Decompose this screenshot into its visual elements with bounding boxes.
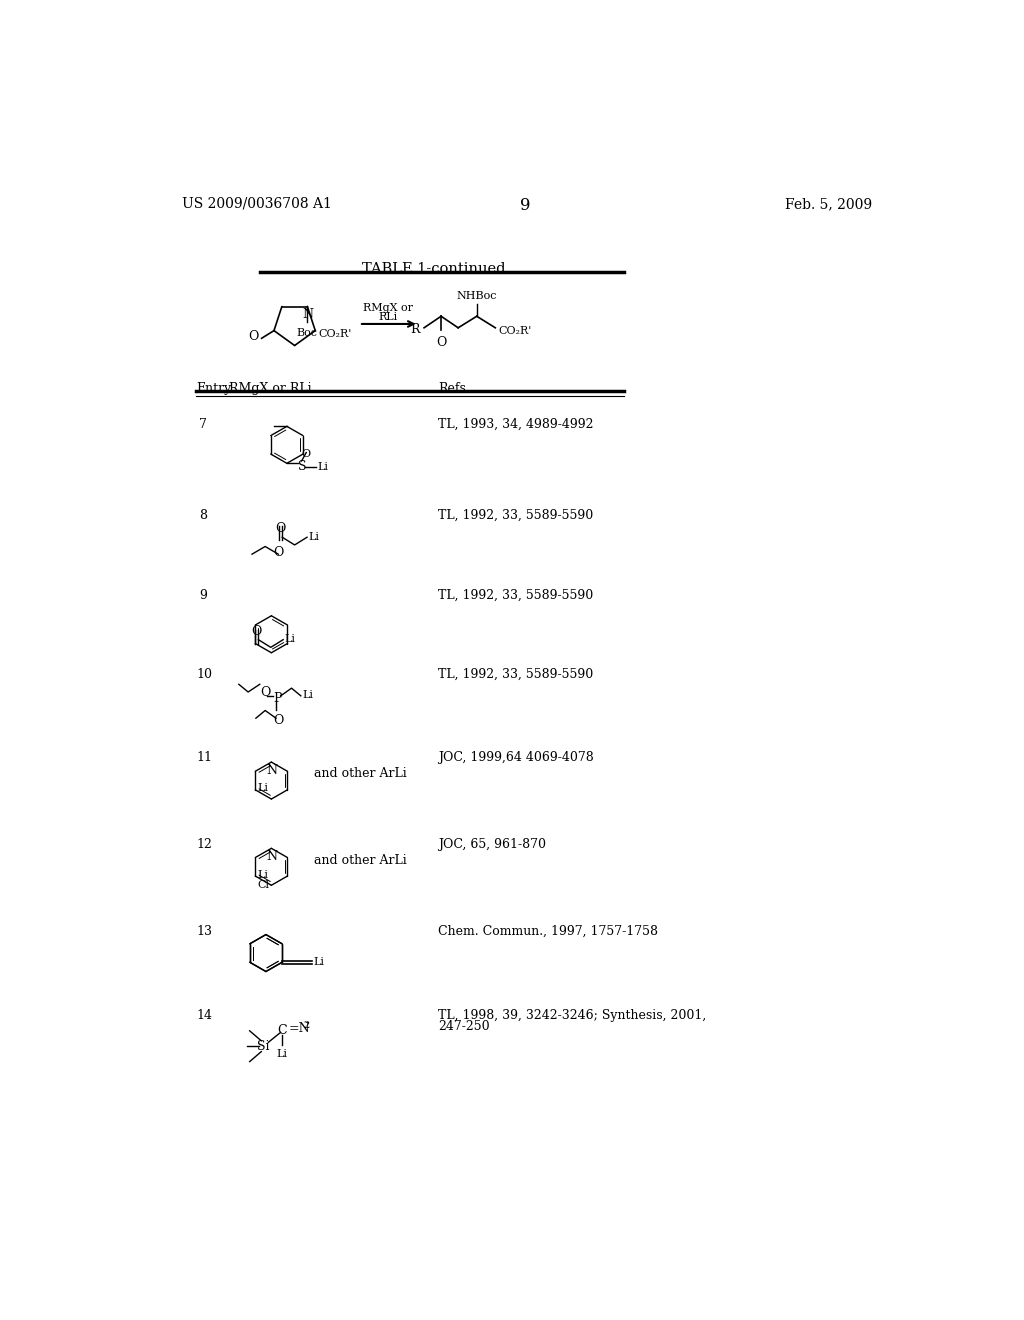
Text: O: O [273,546,284,560]
Text: and other ArLi: and other ArLi [314,767,407,780]
Text: JOC, 65, 961-870: JOC, 65, 961-870 [438,838,546,850]
Text: TL, 1992, 33, 5589-5590: TL, 1992, 33, 5589-5590 [438,589,593,602]
Text: Li: Li [258,783,268,793]
Text: Li: Li [302,690,313,700]
Text: TL, 1992, 33, 5589-5590: TL, 1992, 33, 5589-5590 [438,508,593,521]
Text: C: C [278,1024,287,1038]
Text: RMgX or: RMgX or [364,302,414,313]
Text: =N: =N [289,1023,310,1035]
Text: CO₂R': CO₂R' [318,329,351,339]
Text: CO₂R': CO₂R' [499,326,531,335]
Text: 7: 7 [200,418,207,430]
Text: Li: Li [258,870,268,879]
Text: Li: Li [275,1049,287,1059]
Text: N: N [266,763,276,776]
Text: Si: Si [257,1040,270,1053]
Text: Li: Li [313,957,324,968]
Text: 8: 8 [200,508,207,521]
Text: Chem. Commun., 1997, 1757-1758: Chem. Commun., 1997, 1757-1758 [438,924,658,937]
Text: 10: 10 [197,668,212,681]
Text: N: N [302,308,313,321]
Text: N: N [266,850,276,863]
Text: 12: 12 [197,838,212,850]
Text: 9: 9 [519,197,530,214]
Text: Cl: Cl [258,880,270,891]
Text: JOC, 1999,64 4069-4078: JOC, 1999,64 4069-4078 [438,751,594,763]
Text: O: O [275,521,286,535]
Text: Boc: Boc [297,329,317,338]
Text: Feb. 5, 2009: Feb. 5, 2009 [784,197,872,211]
Text: 14: 14 [197,1010,212,1022]
Text: P: P [273,693,283,705]
Text: NHBoc: NHBoc [457,290,497,301]
Text: O: O [301,449,310,459]
Text: Refs: Refs [438,381,466,395]
Text: RLi: RLi [379,312,398,322]
Text: and other ArLi: and other ArLi [314,854,407,867]
Text: O: O [436,337,446,350]
Text: US 2009/0036708 A1: US 2009/0036708 A1 [182,197,332,211]
Text: O: O [260,686,271,700]
Text: Li: Li [308,532,319,541]
Text: Li: Li [285,634,296,644]
Text: O: O [249,330,259,343]
Text: O: O [273,714,284,727]
Text: 11: 11 [197,751,212,763]
Text: TL, 1992, 33, 5589-5590: TL, 1992, 33, 5589-5590 [438,668,593,681]
Text: Li: Li [317,462,329,473]
Text: 247-250: 247-250 [438,1020,489,1034]
Text: TABLE 1-continued: TABLE 1-continued [362,263,506,276]
Text: R: R [410,323,420,335]
Text: S: S [298,459,306,473]
Text: 13: 13 [197,924,212,937]
Text: RMgX or RLi: RMgX or RLi [228,381,311,395]
Text: 2: 2 [303,1022,309,1031]
Text: TL, 1993, 34, 4989-4992: TL, 1993, 34, 4989-4992 [438,418,594,430]
Text: TL, 1998, 39, 3242-3246; Synthesis, 2001,: TL, 1998, 39, 3242-3246; Synthesis, 2001… [438,1010,707,1022]
Text: O: O [252,626,262,638]
Text: Entry: Entry [197,381,231,395]
Text: 9: 9 [200,589,207,602]
